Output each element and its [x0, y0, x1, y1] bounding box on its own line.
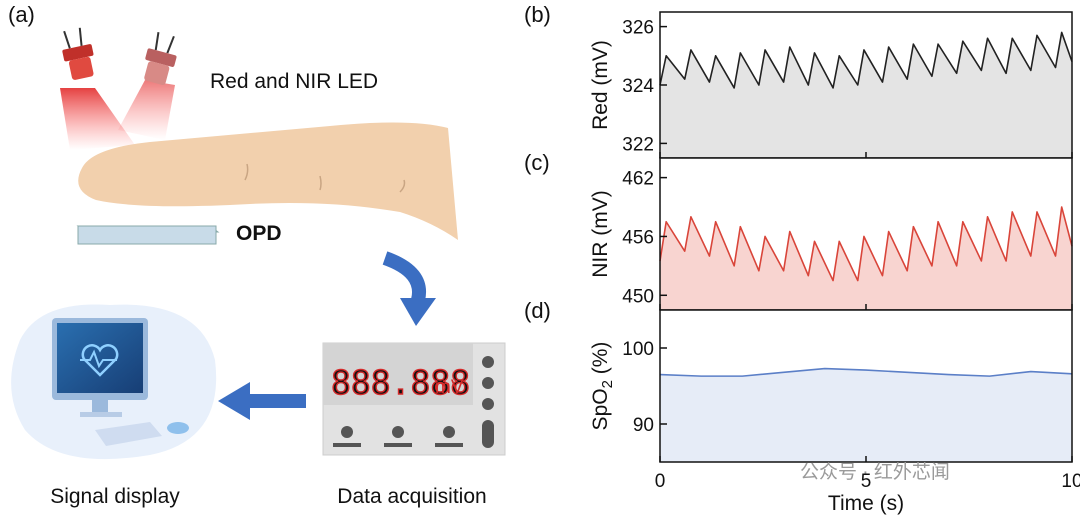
x-axis-label: Time (s) — [828, 492, 904, 515]
y-tick-label: 462 — [622, 169, 654, 190]
y-tick-label: 324 — [622, 76, 654, 97]
arrow — [248, 394, 306, 408]
led-label: Red and NIR LED — [210, 70, 378, 93]
line — [659, 367, 1073, 377]
x-tick-label: 0 — [655, 471, 666, 492]
x-tick-label: 5 — [861, 471, 872, 492]
y-axis-label-subscript: 2 — [599, 380, 616, 388]
panel-label: (a) — [8, 2, 35, 27]
red-led — [62, 27, 94, 80]
y-axis-label: SpO2 (%) — [589, 342, 616, 431]
y-tick-label: 90 — [633, 415, 654, 436]
acquisition-label: Data acquisition — [337, 485, 486, 508]
display-label: Signal display — [50, 485, 180, 508]
plot-frame — [659, 309, 1073, 463]
arrow — [382, 251, 426, 302]
y-tick-label: 322 — [622, 134, 654, 155]
y-tick-label: 450 — [622, 286, 654, 307]
y-tick-label: 100 — [622, 339, 654, 360]
line — [659, 206, 1073, 282]
y-axis-label-suffix: (%) — [589, 342, 612, 381]
area — [660, 207, 1072, 310]
panel-label: (b) — [524, 2, 551, 27]
panel-label: (d) — [524, 298, 551, 323]
illustration: Red and NIR LED OPD 888.888 mV Sig — [11, 27, 506, 508]
y-tick-label: 326 — [622, 18, 654, 39]
arrow-head — [400, 298, 436, 326]
area — [660, 368, 1072, 462]
y-tick-label: 456 — [622, 227, 654, 248]
mouse — [167, 422, 189, 434]
nir-beam — [118, 80, 175, 140]
y-axis-label: NIR (mV) — [589, 190, 612, 278]
arrow-head — [218, 382, 250, 420]
y-axis-label: Red (mV) — [589, 40, 612, 130]
red-beam — [60, 88, 135, 150]
line — [659, 31, 1073, 89]
y-axis-label-text: SpO — [589, 388, 612, 430]
readout: 888.888 — [331, 363, 470, 402]
device-display — [323, 343, 473, 405]
nir-led — [144, 32, 177, 85]
opd-label: OPD — [236, 222, 282, 245]
opd — [77, 225, 217, 245]
x-tick-label: 10 — [1061, 471, 1080, 492]
watermark: 公众号 · 红外芯闻 — [800, 461, 950, 483]
keyboard — [95, 422, 162, 446]
panel-label: (c) — [524, 150, 550, 175]
finger — [78, 122, 459, 240]
readout-unit: mV — [435, 377, 464, 398]
